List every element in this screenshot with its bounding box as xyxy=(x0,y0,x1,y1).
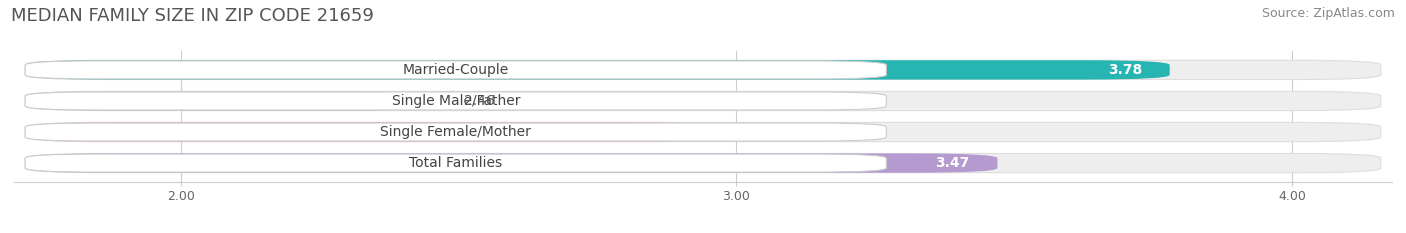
FancyBboxPatch shape xyxy=(25,154,886,172)
FancyBboxPatch shape xyxy=(25,60,1381,79)
FancyBboxPatch shape xyxy=(25,123,886,141)
FancyBboxPatch shape xyxy=(25,61,886,79)
Text: 3.78: 3.78 xyxy=(1108,63,1142,77)
Text: Single Female/Mother: Single Female/Mother xyxy=(380,125,531,139)
FancyBboxPatch shape xyxy=(25,91,436,111)
FancyBboxPatch shape xyxy=(25,122,1381,142)
Text: 2.46: 2.46 xyxy=(464,94,495,108)
FancyBboxPatch shape xyxy=(25,91,1381,111)
Text: Source: ZipAtlas.com: Source: ZipAtlas.com xyxy=(1261,7,1395,20)
FancyBboxPatch shape xyxy=(25,92,886,110)
Text: 3.47: 3.47 xyxy=(935,156,970,170)
FancyBboxPatch shape xyxy=(25,154,1381,173)
Text: Single Male/Father: Single Male/Father xyxy=(391,94,520,108)
Text: Total Families: Total Families xyxy=(409,156,502,170)
FancyBboxPatch shape xyxy=(25,122,720,142)
FancyBboxPatch shape xyxy=(25,154,997,173)
Text: MEDIAN FAMILY SIZE IN ZIP CODE 21659: MEDIAN FAMILY SIZE IN ZIP CODE 21659 xyxy=(11,7,374,25)
Text: Married-Couple: Married-Couple xyxy=(402,63,509,77)
FancyBboxPatch shape xyxy=(25,60,1170,79)
Text: 2.97: 2.97 xyxy=(658,125,692,139)
